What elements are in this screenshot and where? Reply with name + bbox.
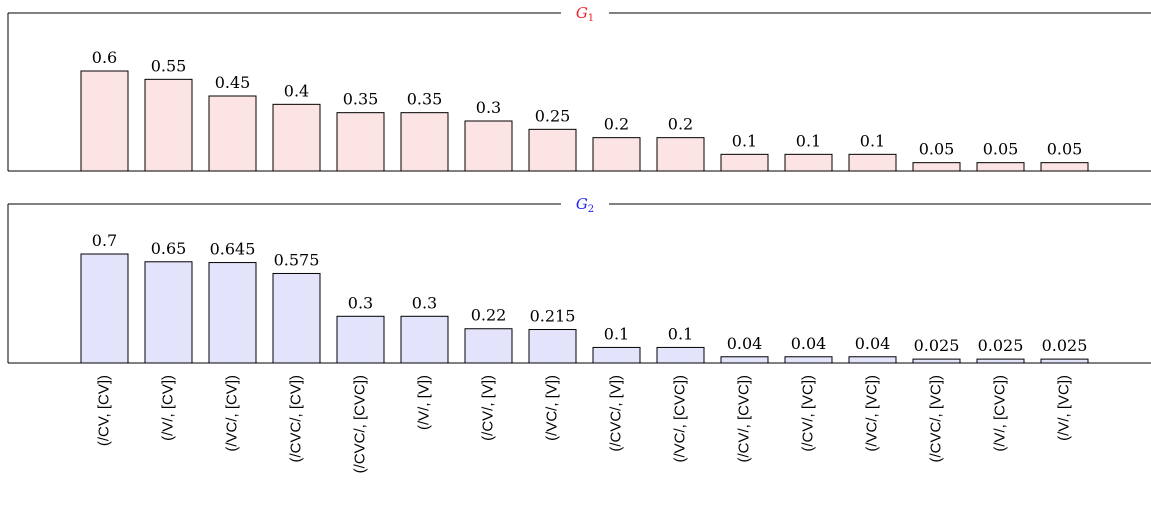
data-label: 0.04 bbox=[727, 334, 763, 353]
x-tick-label: (/V/, [V]) bbox=[415, 375, 432, 430]
bar bbox=[784, 153, 833, 172]
data-label: 0.1 bbox=[860, 131, 885, 150]
data-label: 0.35 bbox=[343, 90, 379, 109]
bar bbox=[848, 153, 897, 172]
bar bbox=[784, 356, 833, 364]
data-label: 0.55 bbox=[151, 56, 187, 75]
x-tick-label: (/V/, [CVC]) bbox=[991, 375, 1008, 452]
bar bbox=[912, 162, 961, 172]
data-label: 0.25 bbox=[535, 106, 571, 125]
x-tick-label: (/CVC/, [V]) bbox=[607, 375, 624, 452]
x-tick-label: (/CV/, [VC]) bbox=[799, 375, 816, 452]
panel-g2: G2 0.7 0.65 0.645 0.575 0.3 0.3 0.22 0.215 0.1 0.1… bbox=[7, 195, 1151, 364]
bar bbox=[400, 112, 449, 172]
bar bbox=[1040, 358, 1089, 364]
x-tick-label: (/VC/, [CVC]) bbox=[671, 375, 688, 463]
bar bbox=[464, 120, 513, 172]
data-label: 0.6 bbox=[92, 48, 117, 67]
data-label: 0.025 bbox=[1042, 336, 1088, 355]
data-label: 0.2 bbox=[668, 115, 693, 134]
data-label: 0.3 bbox=[412, 293, 437, 312]
bar bbox=[144, 78, 193, 172]
data-label: 0.05 bbox=[919, 140, 955, 159]
panel-title-main: G bbox=[576, 195, 588, 213]
bar bbox=[464, 328, 513, 364]
data-label: 0.05 bbox=[983, 140, 1019, 159]
x-tick-label: (/VC/, [VC]) bbox=[863, 375, 880, 452]
bar bbox=[336, 112, 385, 172]
x-tick-label: (/CVC/, [CVC]) bbox=[351, 375, 368, 473]
bar bbox=[592, 346, 641, 364]
data-label: 0.7 bbox=[92, 231, 117, 250]
bar bbox=[528, 128, 577, 172]
bar bbox=[80, 253, 129, 364]
bar bbox=[336, 315, 385, 364]
bar bbox=[208, 262, 257, 364]
bar bbox=[976, 358, 1025, 364]
panel-title-subscript: 1 bbox=[588, 13, 594, 24]
panel-title-subscript: 2 bbox=[588, 204, 594, 215]
bar bbox=[144, 261, 193, 364]
data-label: 0.05 bbox=[1047, 140, 1083, 159]
x-tick-label: (/CV, [CV]) bbox=[95, 375, 112, 446]
data-label: 0.2 bbox=[604, 115, 629, 134]
data-label: 0.025 bbox=[978, 336, 1024, 355]
panel-title: G1 bbox=[576, 4, 594, 24]
bar bbox=[656, 137, 705, 172]
x-tick-label: (/V/, [VC]) bbox=[1055, 375, 1072, 441]
x-axis-labels: (/CV, [CV]) (/V/, [CV]) (/VC/, [CV]) (/CVC/… bbox=[95, 375, 1072, 473]
x-tick-label: (/VC/, [V]) bbox=[543, 375, 560, 441]
x-tick-label: (/V/, [CV]) bbox=[159, 375, 176, 441]
data-label: 0.04 bbox=[855, 334, 891, 353]
x-tick-label: (/CVC/, [VC]) bbox=[927, 375, 944, 463]
bar bbox=[272, 272, 321, 364]
x-tick-label: (/VC/, [CV]) bbox=[223, 375, 240, 452]
data-label: 0.04 bbox=[791, 334, 827, 353]
data-label: 0.025 bbox=[914, 336, 960, 355]
x-tick-label: (/CV/, [V]) bbox=[479, 375, 496, 441]
bar bbox=[976, 162, 1025, 172]
data-label: 0.35 bbox=[407, 90, 443, 109]
bar bbox=[400, 315, 449, 364]
data-label: 0.575 bbox=[274, 250, 320, 269]
x-tick-label: (/CVC/, [CV]) bbox=[287, 375, 304, 463]
data-label: 0.45 bbox=[215, 73, 251, 92]
bar bbox=[592, 137, 641, 172]
bar bbox=[208, 95, 257, 172]
bar bbox=[1040, 162, 1089, 172]
data-label: 0.22 bbox=[471, 306, 507, 325]
bar bbox=[848, 356, 897, 364]
data-label: 0.3 bbox=[476, 98, 501, 117]
bar bbox=[720, 356, 769, 364]
data-label: 0.645 bbox=[210, 240, 256, 259]
panel-title-main: G bbox=[576, 4, 588, 22]
data-label: 0.1 bbox=[732, 131, 757, 150]
data-label: 0.3 bbox=[348, 293, 373, 312]
panel-g1: G1 0.6 0.55 0.45 0.4 0.35 0.35 0.3 0.25 0.2 0.2 0.1… bbox=[7, 4, 1151, 172]
data-label: 0.1 bbox=[668, 324, 693, 343]
data-label: 0.4 bbox=[284, 81, 309, 100]
bar bbox=[912, 358, 961, 364]
bar bbox=[656, 346, 705, 364]
data-label: 0.215 bbox=[530, 307, 576, 326]
data-label: 0.1 bbox=[604, 324, 629, 343]
bar bbox=[80, 70, 129, 172]
data-label: 0.1 bbox=[796, 131, 821, 150]
bar bbox=[720, 153, 769, 172]
data-label: 0.65 bbox=[151, 239, 187, 258]
panel-title: G2 bbox=[576, 195, 594, 215]
bar bbox=[528, 329, 577, 364]
x-tick-label: (/CV/, [CVC]) bbox=[735, 375, 752, 463]
bar bbox=[272, 103, 321, 172]
